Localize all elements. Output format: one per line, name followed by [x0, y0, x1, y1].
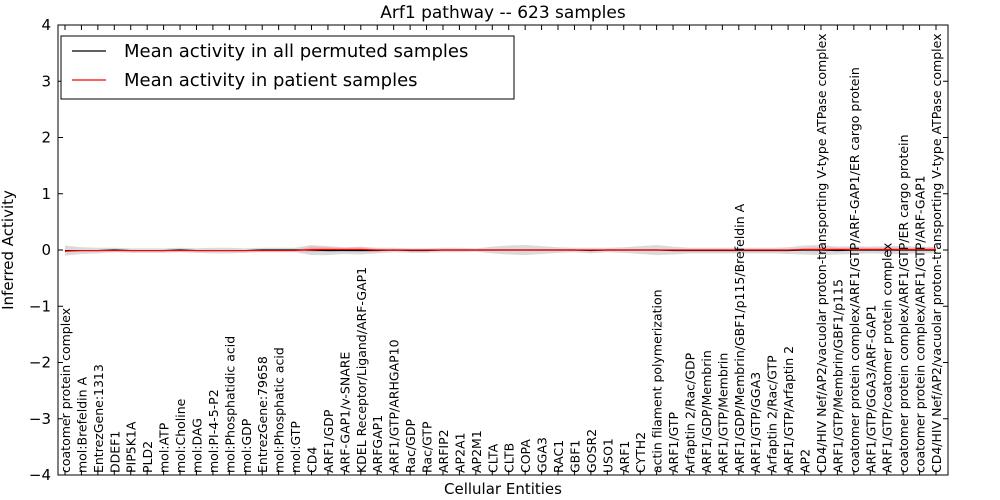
x-tick-label: ARF1/GTP/GGA3/ARF-GAP1 — [863, 305, 878, 473]
legend-label-patient: Mean activity in patient samples — [124, 70, 418, 91]
x-tick-label: ARF1/GDP/Membrin/GBF1/p115/Brefeldin A — [732, 203, 747, 473]
x-tick-label: coatomer protein complex/ARF1/GTP/ER car… — [896, 134, 911, 473]
y-tick-label: 1 — [41, 185, 51, 203]
legend: Mean activity in all permuted samples Me… — [60, 35, 515, 100]
x-tick-label: KDEL Receptor/Ligand/ARF-GAP1 — [354, 267, 369, 473]
x-tick-label: CD4 — [305, 447, 320, 473]
x-tick-label: Rac/GTP — [420, 421, 435, 473]
y-tick-label: 3 — [41, 72, 51, 90]
x-tick-label: coatomer protein complex — [58, 308, 73, 473]
x-tick-label: ARF1/GTP/coatomer protein complex — [880, 243, 895, 473]
y-tick-label: −4 — [29, 466, 51, 484]
x-tick-label: actin filament polymerization — [650, 289, 665, 473]
x-tick-label: AP2 — [798, 449, 813, 473]
x-tick-label: ARF1/GDP — [321, 409, 336, 473]
x-tick-label: ARF1/GTP/Arfaptin 2 — [781, 346, 796, 473]
x-tick-label: USO1 — [600, 438, 615, 473]
x-tick-label: AP2A1 — [452, 432, 467, 473]
x-tick-label: mol:ATP — [157, 422, 172, 473]
x-tick-label: ARF1/GTP — [666, 412, 681, 473]
series-lines — [64, 248, 936, 252]
x-tick-label: GOSR2 — [584, 429, 599, 473]
x-tick-label: mol:Phosphatidic acid — [222, 336, 237, 473]
x-tick-label: Arfaptin 2/Rac/GDP — [682, 352, 697, 473]
chart-title: Arf1 pathway -- 623 samples — [380, 3, 626, 23]
x-tick-label: PIP5K1A — [124, 421, 139, 473]
x-tick-label: ARFGAP1 — [370, 415, 385, 473]
x-tick-label: RAC1 — [551, 440, 566, 473]
x-tick-label: CYTH2 — [633, 432, 648, 473]
x-tick-label: ARF1/GTP/Membrin/GBF1/p115 — [830, 279, 845, 473]
x-tick-label: GGA3 — [535, 437, 550, 473]
x-axis-label: Cellular Entities — [444, 480, 562, 498]
x-tick-label: CLTA — [485, 443, 500, 473]
x-tick-label: ARF1 — [617, 441, 632, 473]
y-tick-label: −1 — [29, 297, 51, 315]
x-tick-label: mol:Brefeldin A — [74, 376, 89, 473]
x-tick-label: EntrezGene:79658 — [255, 356, 270, 473]
x-tick-label: CD4/HIV Nef/AP2/vacuolar proton-transpor… — [929, 34, 944, 474]
y-axis: −4 −3 −2 −1 0 1 2 3 4 — [29, 16, 948, 484]
x-tick-label: Rac/GDP — [403, 419, 418, 473]
y-tick-label: 0 — [41, 241, 51, 259]
x-tick-label: CLTB — [502, 443, 517, 473]
x-tick-label: EntrezGene:1313 — [91, 364, 106, 473]
x-tick-label: AP2M1 — [469, 430, 484, 473]
x-tick-label: PLD2 — [140, 441, 155, 473]
x-tick-label: ARF1/GDP/Membrin — [699, 350, 714, 473]
x-tick-label: ARF-GAP1/v-SNARE — [337, 352, 352, 473]
y-tick-label: −2 — [29, 354, 51, 372]
x-tick-label: COPA — [518, 439, 533, 473]
x-tick-label: mol:PI-4-5-P2 — [206, 389, 221, 473]
x-tick-label: ARF1/GTP/GGA3 — [748, 372, 763, 473]
x-tick-label: mol:Choline — [173, 398, 188, 473]
x-tick-label: CD4/HIV Nef/AP2/vacuolar proton-transpor… — [814, 34, 829, 474]
series-line-patient — [64, 248, 936, 252]
x-tick-label: ARFIP2 — [436, 429, 451, 473]
x-tick-label: GBF1 — [567, 440, 582, 473]
x-tick-label: DDEF1 — [107, 431, 122, 473]
legend-label-permuted: Mean activity in all permuted samples — [124, 41, 468, 62]
x-tick-label: ARF1/GTP/ARHGAP10 — [387, 339, 402, 473]
x-tick-label: mol:DAG — [189, 418, 204, 473]
x-tick-label: ARF1/GTP/Membrin — [715, 353, 730, 473]
x-tick-label: mol:GTP — [288, 421, 303, 473]
x-tick-label: coatomer protein complex/ARF1/GTP/ARF-GA… — [847, 67, 862, 473]
x-tick-label: Arfaptin 2/Rac/GTP — [765, 355, 780, 473]
y-tick-label: 4 — [41, 16, 51, 34]
legend-box — [60, 35, 515, 100]
x-tick-label: mol:GDP — [239, 418, 254, 473]
y-tick-label: −3 — [29, 410, 51, 428]
x-tick-label: coatomer protein complex/ARF1/GTP/ARF-GA… — [913, 175, 928, 473]
y-axis-label: Inferred Activity — [0, 190, 17, 310]
x-tick-label: mol:Phosphatic acid — [272, 347, 287, 473]
y-tick-label: 2 — [41, 129, 51, 147]
